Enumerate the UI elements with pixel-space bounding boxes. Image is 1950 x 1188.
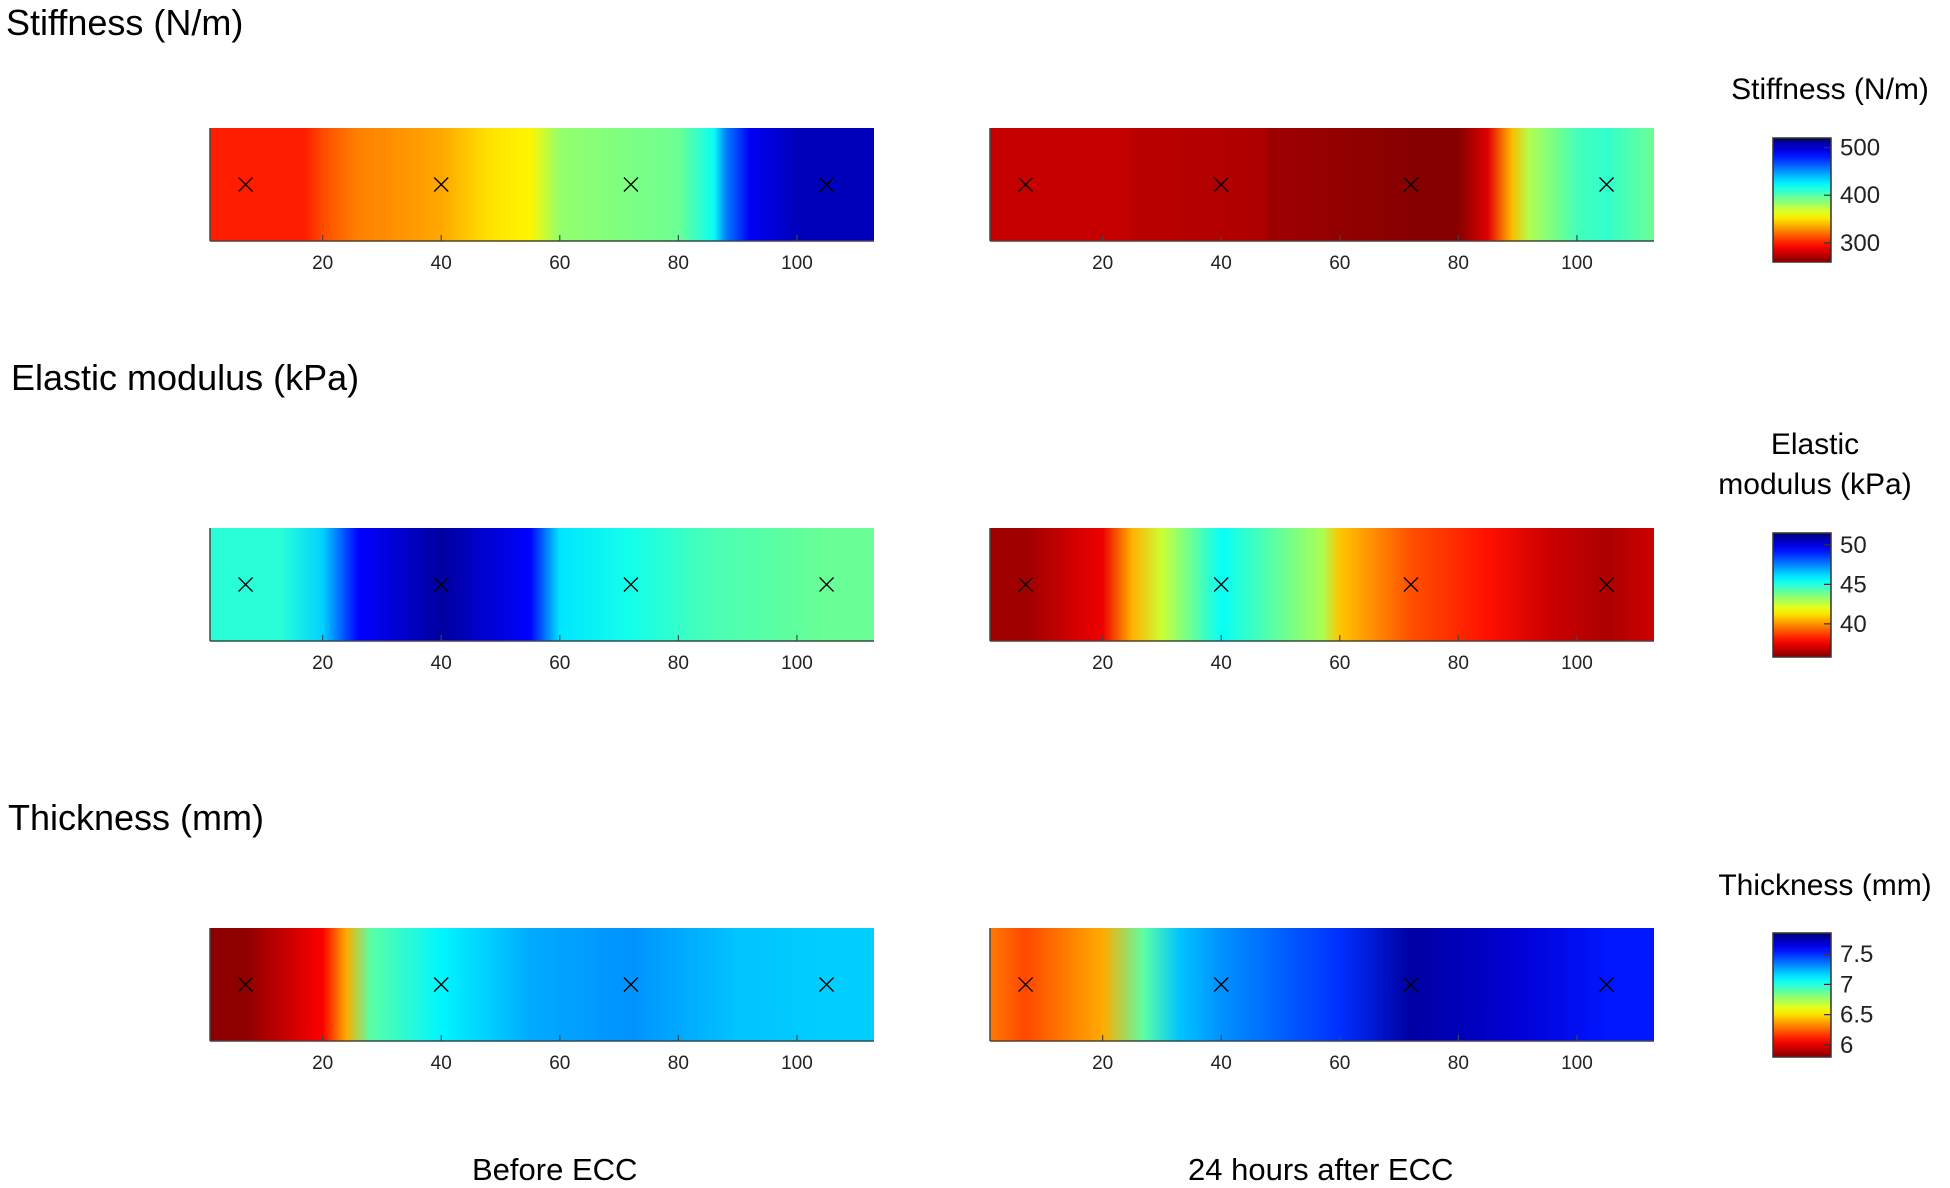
sample-point-marker xyxy=(1403,177,1419,192)
x-tick-label: 100 xyxy=(781,1053,813,1074)
colorbar-tick-label: 7 xyxy=(1840,971,1853,998)
sample-point-marker xyxy=(623,977,639,992)
x-tick-label: 60 xyxy=(1329,1053,1350,1074)
colorbar-tick-label: 6 xyxy=(1840,1032,1853,1059)
heatmap-elastic-before: 20 40 60 80 100 xyxy=(209,528,874,674)
sample-point-marker xyxy=(1599,177,1615,192)
colorbar-tick-label: 50 xyxy=(1840,532,1867,559)
row-title-elastic-modulus: Elastic modulus (kPa) xyxy=(11,357,360,398)
colorbar-tick-label: 6.5 xyxy=(1840,1002,1873,1029)
colorbar-tick-label: 7.5 xyxy=(1840,941,1873,968)
sample-point-marker xyxy=(819,177,835,192)
x-tick-label: 80 xyxy=(668,1053,689,1074)
sample-point-marker xyxy=(1403,977,1419,992)
sample-point-marker xyxy=(1213,177,1229,192)
colorbar-tick-label: 400 xyxy=(1840,182,1880,209)
x-tick-label: 40 xyxy=(431,653,452,674)
heatmap-field xyxy=(210,928,874,1041)
sample-point-marker xyxy=(238,977,254,992)
x-tick-label: 40 xyxy=(431,1053,452,1074)
sample-point-marker xyxy=(819,977,835,992)
x-tick-label: 40 xyxy=(1211,253,1232,274)
x-tick-label: 80 xyxy=(668,253,689,274)
heatmap-field xyxy=(990,928,1654,1041)
x-tick-label: 100 xyxy=(781,653,813,674)
sample-point-marker xyxy=(1599,977,1615,992)
sample-point-marker xyxy=(238,577,254,592)
x-tick-label: 20 xyxy=(312,1053,333,1074)
x-tick-label: 80 xyxy=(1448,653,1469,674)
x-tick-label: 80 xyxy=(668,653,689,674)
x-tick-label: 60 xyxy=(549,253,570,274)
heatmap-field xyxy=(990,528,1654,641)
sample-point-marker xyxy=(1018,577,1034,592)
colorbar-thickness: 6 6.5 7 7.5 xyxy=(1772,932,1873,1059)
column-label-before: Before ECC xyxy=(472,1152,638,1187)
column-label-after: 24 hours after ECC xyxy=(1188,1152,1454,1187)
x-tick-label: 40 xyxy=(431,253,452,274)
heatmap-stiffness-after: 20 40 60 80 100 xyxy=(989,128,1654,274)
heatmap-thickness-before: 20 40 60 80 100 xyxy=(209,928,874,1074)
colorbar-title-thickness: Thickness (mm) xyxy=(1718,869,1932,902)
heatmap-field xyxy=(210,128,874,241)
sample-point-marker xyxy=(1403,577,1419,592)
x-tick-label: 80 xyxy=(1448,253,1469,274)
sample-point-marker xyxy=(1213,577,1229,592)
heatmap-thickness-after: 20 40 60 80 100 xyxy=(989,928,1654,1074)
heatmap-stiffness-before: 20 40 60 80 100 xyxy=(209,128,874,274)
x-tick-label: 60 xyxy=(1329,253,1350,274)
x-tick-label: 100 xyxy=(781,253,813,274)
heatmap-field xyxy=(210,528,874,641)
row-title-stiffness: Stiffness (N/m) xyxy=(6,2,244,43)
colorbar-tick-label: 300 xyxy=(1840,230,1880,257)
x-tick-label: 20 xyxy=(312,253,333,274)
sample-point-marker xyxy=(1599,577,1615,592)
colorbar-stiffness: 300 400 500 xyxy=(1772,135,1880,263)
colorbar-tick-label: 500 xyxy=(1840,135,1880,162)
colorbar-gradient xyxy=(1772,532,1832,658)
x-tick-label: 20 xyxy=(1092,653,1113,674)
x-tick-label: 40 xyxy=(1211,653,1232,674)
x-tick-label: 80 xyxy=(1448,1053,1469,1074)
sample-point-marker xyxy=(433,977,449,992)
sample-point-marker xyxy=(1018,977,1034,992)
row-title-thickness: Thickness (mm) xyxy=(8,797,265,838)
sample-point-marker xyxy=(433,177,449,192)
sample-point-marker xyxy=(819,577,835,592)
colorbar-tick-label: 40 xyxy=(1840,611,1867,638)
colorbar-tick-label: 45 xyxy=(1840,571,1867,598)
colorbar-gradient xyxy=(1772,932,1832,1058)
sample-point-marker xyxy=(1018,177,1034,192)
colorbar-title-stiffness: Stiffness (N/m) xyxy=(1731,73,1929,106)
x-tick-label: 20 xyxy=(1092,253,1113,274)
sample-point-marker xyxy=(623,177,639,192)
heatmap-elastic-after: 20 40 60 80 100 xyxy=(989,528,1654,674)
sample-point-marker xyxy=(623,577,639,592)
x-tick-label: 60 xyxy=(549,1053,570,1074)
sample-point-marker xyxy=(238,177,254,192)
sample-point-marker xyxy=(433,577,449,592)
x-tick-label: 40 xyxy=(1211,1053,1232,1074)
x-tick-label: 20 xyxy=(1092,1053,1113,1074)
sample-point-marker xyxy=(1213,977,1229,992)
colorbar-gradient xyxy=(1772,137,1832,263)
heatmap-field xyxy=(990,128,1654,241)
colorbar-title-elastic-line2: modulus (kPa) xyxy=(1718,468,1912,501)
x-tick-label: 20 xyxy=(312,653,333,674)
x-tick-label: 100 xyxy=(1561,1053,1593,1074)
colorbar-elastic-modulus: 40 45 50 xyxy=(1772,532,1867,658)
x-tick-label: 60 xyxy=(549,653,570,674)
x-tick-label: 100 xyxy=(1561,653,1593,674)
x-tick-label: 100 xyxy=(1561,253,1593,274)
colorbar-title-elastic-line1: Elastic xyxy=(1770,428,1860,461)
x-tick-label: 60 xyxy=(1329,653,1350,674)
